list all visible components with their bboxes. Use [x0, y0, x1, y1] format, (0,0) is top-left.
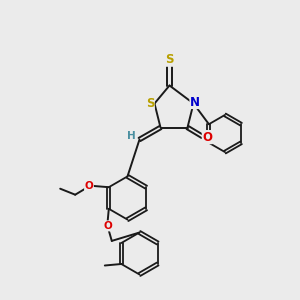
Text: H: H [127, 131, 136, 141]
Text: S: S [146, 97, 154, 110]
Text: N: N [190, 95, 200, 109]
Text: O: O [103, 221, 112, 231]
Text: S: S [165, 53, 174, 66]
Text: O: O [85, 181, 93, 191]
Text: O: O [202, 130, 212, 144]
